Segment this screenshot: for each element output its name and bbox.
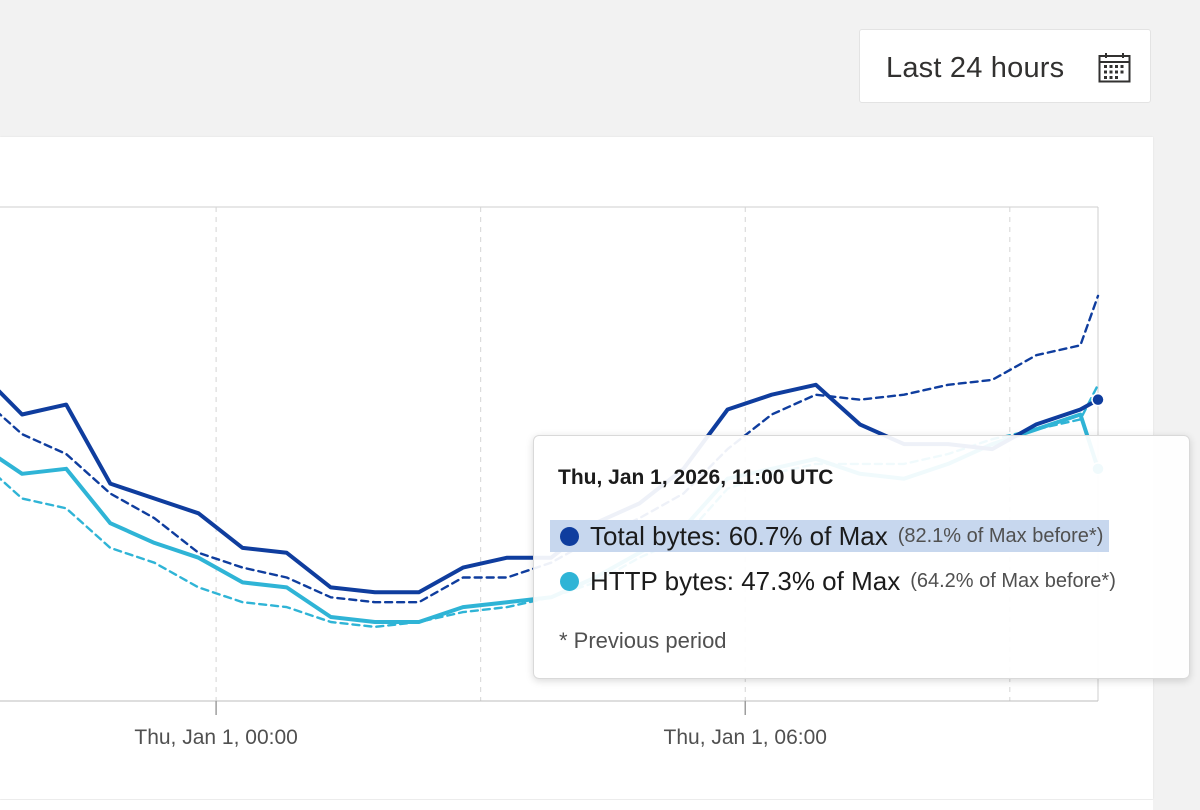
time-range-label: Last 24 hours [886, 52, 1065, 84]
tooltip-total-bytes-previous: (82.1% of Max before*) [897, 524, 1104, 547]
next-card [0, 800, 1153, 810]
tooltip-http-bytes-previous: (64.2% of Max before*) [910, 569, 1116, 592]
tooltip-footnote: * Previous period [559, 628, 727, 653]
x-tick-label: Thu, Jan 1, 06:00 [664, 726, 827, 749]
tooltip-total-bytes-value: Total bytes: 60.7% of Max [590, 520, 888, 551]
chart-tooltip: Thu, Jan 1, 2026, 11:00 UTC Total bytes:… [533, 435, 1190, 679]
http-bytes-legend-dot [560, 571, 579, 591]
time-range-picker[interactable]: Last 24 hours [859, 29, 1151, 103]
calendar-icon [1098, 53, 1131, 83]
tooltip-row-total-bytes: Total bytes: 60.7% of Max (82.1% of Max … [550, 520, 1110, 552]
x-tick-label: Thu, Jan 1, 00:00 [134, 726, 297, 749]
tooltip-row-http-bytes: HTTP bytes: 47.3% of Max (64.2% of Max b… [550, 565, 1122, 597]
tooltip-title: Thu, Jan 1, 2026, 11:00 UTC [558, 466, 834, 489]
tooltip-http-bytes-value: HTTP bytes: 47.3% of Max [590, 565, 901, 596]
hover-marker-total-bytes [1091, 392, 1105, 407]
total-bytes-legend-dot [560, 526, 579, 546]
